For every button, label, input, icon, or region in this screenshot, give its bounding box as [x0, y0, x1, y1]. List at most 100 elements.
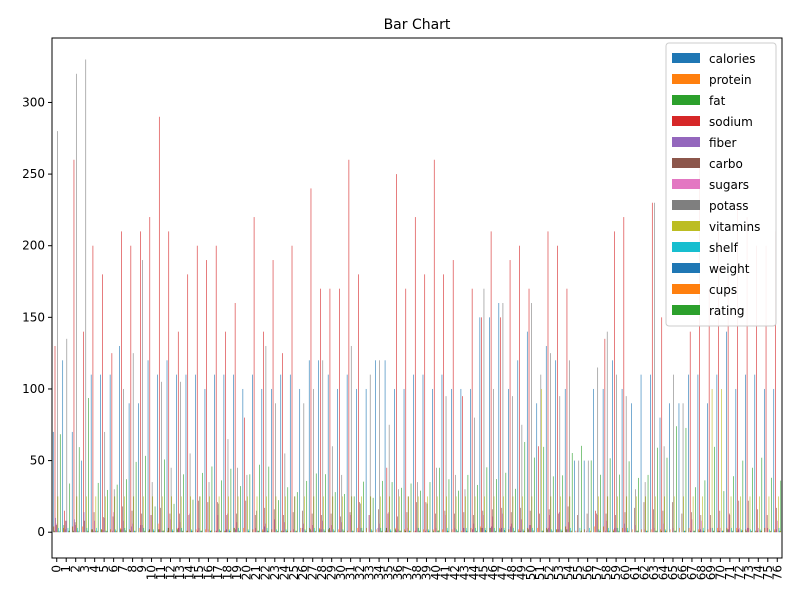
bar-vitamins-32 — [360, 496, 362, 533]
bar-calories-29 — [327, 374, 329, 533]
bar-fat-45 — [480, 527, 482, 533]
bar-protein-73 — [745, 529, 747, 533]
bar-sodium-64 — [661, 317, 663, 533]
bar-fiber-35 — [387, 530, 388, 533]
bar-shelf-74 — [759, 529, 761, 533]
bar-fiber-50 — [529, 525, 530, 533]
bar-fiber-55 — [576, 530, 578, 533]
bar-vitamins-71 — [730, 496, 732, 533]
bar-calories-5 — [100, 374, 101, 533]
bar-weight-0 — [58, 530, 60, 533]
bar-potass-7 — [123, 388, 124, 533]
bar-shelf-73 — [750, 529, 751, 533]
bar-sodium-16 — [206, 260, 207, 533]
bar-weight-72 — [741, 530, 742, 533]
bar-shelf-46 — [494, 527, 495, 533]
bar-carbo-49 — [520, 507, 522, 533]
bar-carbo-54 — [567, 506, 569, 533]
bar-carbo-30 — [340, 516, 341, 533]
bar-vitamins-26 — [304, 496, 305, 533]
bar-cups-71 — [732, 531, 734, 533]
bar-sugars-29 — [331, 525, 332, 533]
bar-sodium-40 — [433, 159, 435, 533]
bar-weight-32 — [362, 530, 363, 533]
bar-rating-67 — [695, 487, 696, 533]
x-tick-label: 12 — [164, 565, 178, 580]
bar-weight-1 — [68, 530, 69, 533]
bar-sugars-18 — [227, 513, 228, 533]
x-tick-label: 28 — [315, 565, 329, 580]
bar-weight-36 — [400, 530, 401, 533]
bar-shelf-17 — [219, 529, 220, 533]
bar-calories-48 — [508, 388, 509, 533]
bar-rating-71 — [733, 476, 734, 533]
bar-calories-2 — [71, 431, 73, 533]
bar-sugars-10 — [151, 515, 152, 533]
bar-protein-42 — [451, 529, 453, 533]
bar-vitamins-29 — [332, 496, 334, 533]
bar-protein-45 — [480, 526, 481, 533]
bar-rating-10 — [154, 506, 156, 533]
bar-carbo-60 — [624, 512, 626, 533]
legend-label-sugars: sugars — [709, 178, 749, 192]
bar-protein-71 — [726, 527, 728, 533]
bar-fiber-46 — [491, 526, 492, 533]
bar-shelf-11 — [162, 530, 164, 533]
bar-weight-55 — [580, 531, 581, 533]
bar-rating-18 — [230, 468, 232, 533]
bar-shelf-44 — [475, 527, 476, 533]
bar-potass-4 — [94, 530, 96, 533]
bar-rating-58 — [609, 458, 611, 533]
bar-cups-66 — [685, 530, 686, 533]
x-tick-label: 45 — [476, 565, 490, 580]
x-tick-label: 67 — [685, 565, 699, 580]
y-tick-label: 250 — [22, 167, 45, 181]
bar-protein-38 — [413, 530, 415, 533]
bar-rating-43 — [467, 474, 469, 533]
bar-vitamins-76 — [778, 496, 779, 533]
bar-potass-41 — [445, 396, 447, 533]
bar-sodium-75 — [765, 245, 767, 533]
bar-protein-62 — [641, 529, 642, 533]
bar-sugars-27 — [312, 525, 314, 533]
x-tick-label: 27 — [306, 565, 320, 580]
bar-shelf-33 — [371, 529, 372, 533]
bar-potass-33 — [369, 374, 371, 533]
bar-weight-25 — [295, 530, 297, 533]
bar-protein-30 — [337, 529, 339, 533]
bar-vitamins-75 — [768, 496, 770, 533]
bar-protein-41 — [442, 529, 443, 533]
bar-carbo-21 — [254, 515, 256, 533]
bar-carbo-26 — [302, 510, 303, 533]
bar-carbo-28 — [321, 515, 322, 533]
bar-shelf-1 — [67, 527, 69, 533]
bar-cups-52 — [552, 531, 553, 533]
bar-sugars-4 — [94, 520, 95, 533]
bar-rating-45 — [486, 467, 488, 533]
bar-protein-23 — [271, 529, 273, 533]
bar-sodium-44 — [471, 288, 473, 533]
legend-label-rating: rating — [709, 304, 745, 318]
bar-carbo-62 — [643, 502, 645, 533]
bar-sugars-16 — [208, 529, 209, 533]
bar-rating-51 — [543, 446, 545, 533]
bar-sugars-1 — [65, 520, 67, 533]
bar-sodium-37 — [405, 288, 407, 533]
bar-weight-71 — [731, 530, 733, 533]
y-tick-label: 50 — [30, 454, 45, 468]
bar-rating-26 — [306, 480, 308, 533]
bar-vitamins-16 — [209, 496, 210, 533]
bar-cups-60 — [628, 531, 629, 533]
bar-protein-11 — [157, 523, 159, 533]
bar-protein-51 — [537, 527, 538, 533]
bar-weight-66 — [684, 530, 686, 533]
bar-sugars-7 — [122, 520, 124, 533]
bar-calories-26 — [299, 388, 301, 533]
bar-weight-50 — [532, 530, 534, 533]
bar-fiber-24 — [282, 530, 284, 533]
bar-fat-2 — [73, 530, 74, 533]
bar-protein-39 — [423, 529, 424, 533]
bar-vitamins-73 — [749, 496, 751, 533]
bar-potass-3 — [85, 59, 87, 533]
bar-calories-50 — [526, 331, 528, 533]
